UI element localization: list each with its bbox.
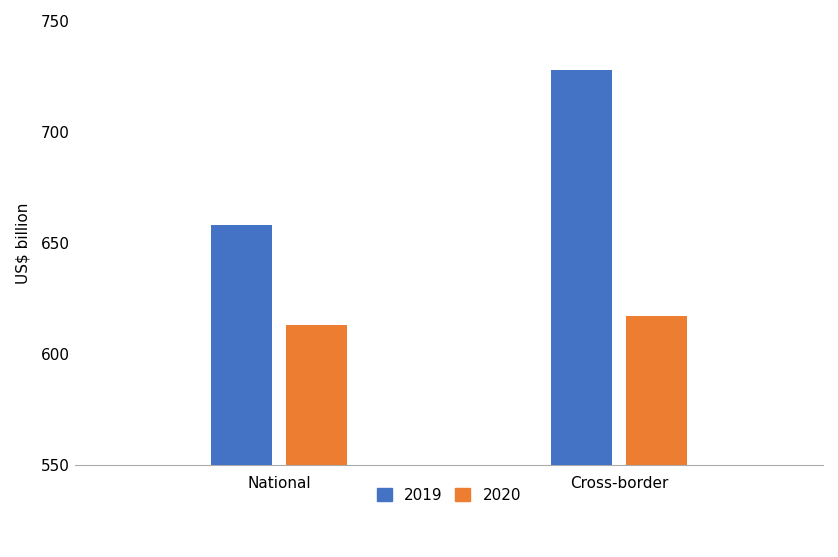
Bar	[551, 70, 613, 557]
Bar	[286, 325, 347, 557]
Bar	[626, 316, 687, 557]
Bar	[211, 225, 272, 557]
Y-axis label: US$ billion: US$ billion	[15, 202, 30, 284]
Legend: 2019, 2020: 2019, 2020	[370, 480, 529, 510]
